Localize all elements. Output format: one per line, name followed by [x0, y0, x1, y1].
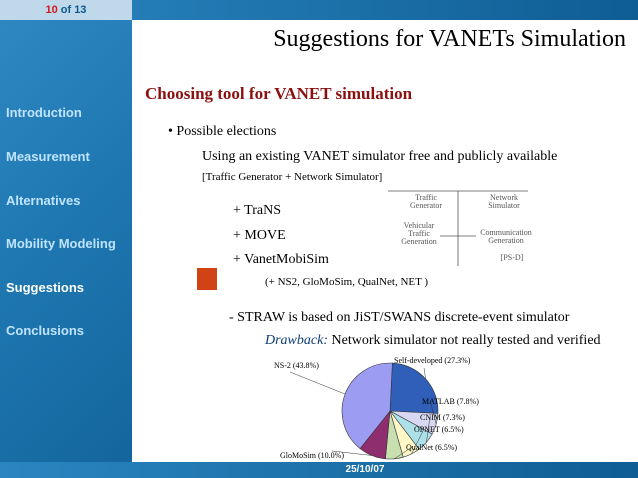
pie-slice-label: QualNet (6.5%) [406, 443, 457, 452]
tool-vanetmobisim: + VanetMobiSim [233, 252, 329, 267]
diagram-communication-line2: Generation [488, 236, 524, 245]
tool-trans: + TraNS [233, 203, 281, 218]
bullet-symbol: • [168, 124, 173, 139]
content-area: Choosing tool for VANET simulation • Pos… [132, 60, 638, 462]
bullet-text: Possible elections [176, 124, 277, 139]
pie-leader-line [331, 450, 373, 456]
bullet-possible-elections: • Possible elections [168, 124, 276, 140]
sidebar [0, 0, 132, 478]
pie-slice-label: OPNET (6.5%) [414, 425, 464, 434]
drawback-text: Drawback: Network simulator not really t… [265, 333, 601, 349]
other-simulators-note: (+ NS2, GloMoSim, QualNet, NET ) [265, 276, 429, 288]
diagram-vehicular-line1: Vehicular [403, 221, 435, 230]
diagram-traffic-line2: Generator [410, 201, 442, 210]
sidebar-item-alternatives[interactable]: Alternatives [6, 193, 81, 208]
diagram-vehicular-line3: Generation [401, 237, 437, 246]
diagram-network-line1: Network [490, 193, 518, 202]
diagram-network-line2: Simulator [488, 201, 520, 210]
diagram-communication-line1: Communication [480, 228, 532, 237]
diagram-vehicular-traffic: Vehicular Traffic Generation [396, 222, 442, 246]
page-counter: 10 of 13 [0, 0, 132, 20]
pie-leader-line [411, 428, 425, 455]
pie-slice-label: MATLAB (7.8%) [422, 397, 479, 406]
pie-slice [341, 362, 393, 450]
generator-simulator-note: [Traffic Generator + Network Simulator] [202, 171, 383, 183]
sidebar-item-measurement[interactable]: Measurement [6, 149, 90, 164]
pie-leader-line [423, 367, 426, 379]
sidebar-item-conclusions[interactable]: Conclusions [6, 323, 85, 338]
diagram-traffic-line1: Traffic [415, 193, 437, 202]
pie-slice-label: Self-developed (27.3%) [394, 356, 471, 365]
pie-leader-line [426, 416, 431, 443]
footer-date: 25/10/07 [345, 464, 385, 475]
diagram-network-simulator: Network Simulator [474, 194, 534, 210]
pie-slice-label: CNIM (7.3%) [420, 413, 465, 422]
existing-simulator-text: Using an existing VANET simulator free a… [202, 149, 558, 164]
drawback-label: Drawback: [265, 333, 328, 348]
pie-leader-line [429, 399, 437, 425]
sidebar-item-mobility-modeling[interactable]: Mobility Modeling [6, 236, 116, 251]
bottom-bar [0, 462, 638, 478]
pie-leader-line [289, 371, 346, 395]
pie-slice-label: GloMoSim (10.0%) [280, 451, 344, 460]
title-box: Suggestions for VANETs Simulation [150, 20, 638, 60]
drawback-detail: Network simulator not really tested and … [328, 333, 601, 348]
sidebar-item-suggestions[interactable]: Suggestions [6, 280, 85, 295]
top-bar [0, 0, 638, 20]
total-pages: 13 [74, 4, 87, 16]
page-title: Suggestions for VANETs Simulation [273, 26, 626, 52]
pie-chart-svg: Self-developed (27.3%) MATLAB (7.8%) CNIM … [274, 356, 479, 460]
diagram-vehicular-line2: Traffic [408, 229, 430, 238]
diagram-communication: Communication Generation [474, 229, 538, 245]
diagram-reference: [PS-D] [500, 253, 524, 262]
section-heading: Choosing tool for VANET simulation [145, 84, 413, 103]
tool-move: + MOVE [233, 228, 286, 243]
diagram-lines [388, 190, 528, 266]
pie-slice-label: NS-2 (43.8%) [274, 361, 319, 370]
pie-chart: Self-developed (27.3%) MATLAB (7.8%) CNIM … [272, 354, 632, 462]
accent-square [197, 268, 217, 290]
straw-text: - STRAW is based on JiST/SWANS discrete-… [229, 310, 570, 325]
current-page: 10 [45, 4, 58, 16]
diagram-traffic-generator: Traffic Generator [402, 194, 450, 210]
sidebar-item-introduction[interactable]: Introduction [6, 105, 82, 120]
page-of-label: of [60, 4, 72, 16]
simulator-diagram: Traffic Generator Network Simulator Vehi… [388, 188, 538, 268]
pie-leader-line [394, 446, 413, 460]
